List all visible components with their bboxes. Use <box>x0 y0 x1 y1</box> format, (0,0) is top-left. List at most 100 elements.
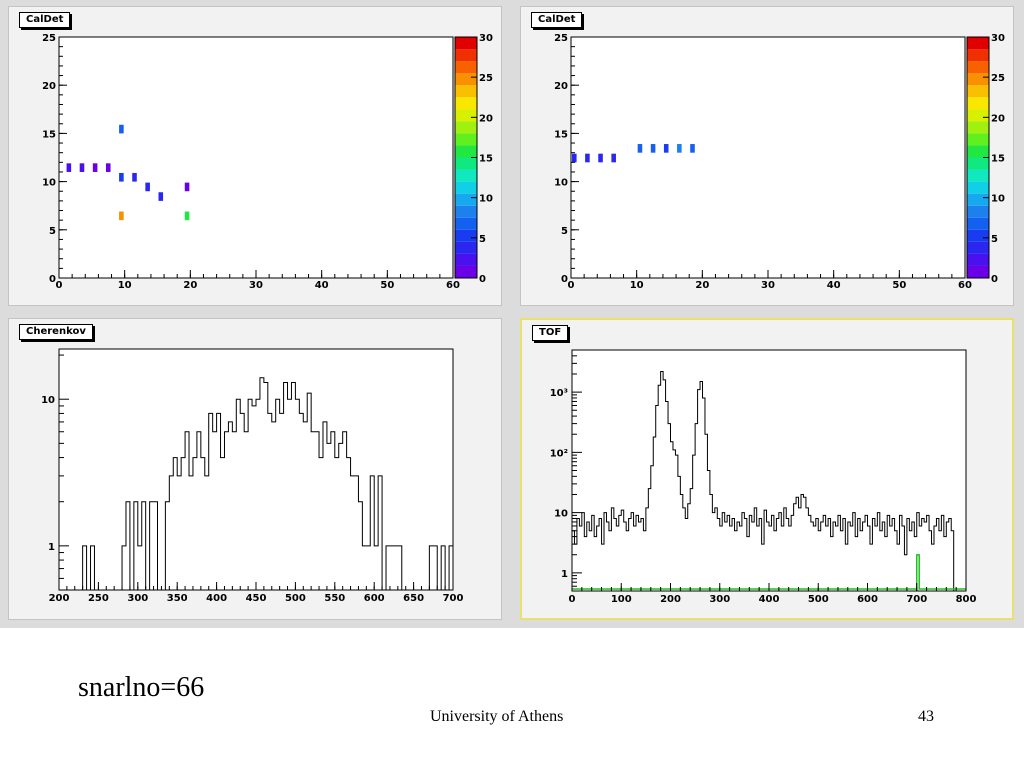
palette-tick-label: 15 <box>479 154 493 165</box>
x-tick-label: 700 <box>443 593 464 604</box>
histogram-line <box>59 377 454 591</box>
palette-swatch <box>967 205 989 218</box>
heatmap-cell <box>119 172 124 182</box>
palette-swatch <box>455 253 477 266</box>
x-tick-label: 0 <box>568 280 575 291</box>
caldet-pad-1[interactable]: CalDet 0 10 20 30 40 50 60 0 5 10 15 20 25 0 5 10 15 20 25… <box>8 6 502 306</box>
x-tick-label: 800 <box>956 594 977 605</box>
palette-swatch <box>455 145 477 158</box>
run-number-caption: snarlno=66 <box>78 672 205 703</box>
heatmap-cell <box>119 124 124 134</box>
heatmap-cell <box>145 182 150 192</box>
palette-swatch <box>967 85 989 98</box>
palette-swatch <box>967 61 989 74</box>
plot-frame <box>58 36 454 279</box>
x-tick-label: 450 <box>246 593 267 604</box>
pad-title-tof[interactable]: TOF <box>532 325 569 341</box>
palette-tick-label: 25 <box>479 73 493 84</box>
palette-tick-label: 30 <box>991 33 1005 44</box>
palette-swatch <box>455 49 477 62</box>
organization-footer: University of Athens <box>430 708 564 725</box>
heatmap-cell <box>585 153 590 163</box>
histogram-line <box>571 370 955 591</box>
x-tick-label: 30 <box>761 280 775 291</box>
heatmap-cell <box>79 163 85 172</box>
pad-title-caldet-2[interactable]: CalDet <box>531 12 583 28</box>
chart-svg: 0 10 20 30 40 50 60 0 5 10 15 20 25 0 5 10 15 20 25 30 <box>554 33 1005 291</box>
heatmap-cell <box>119 211 124 221</box>
palette-swatch <box>967 97 989 110</box>
palette-swatch <box>455 73 477 86</box>
heatmap-cell <box>184 211 190 221</box>
cherenkov-pad[interactable]: Cherenkov 200 250 300 350 400 450 500 550 600 650… <box>8 318 502 620</box>
x-tick-label: 650 <box>403 593 424 604</box>
x-tick-label: 550 <box>324 593 345 604</box>
y-tick-label: 0 <box>49 274 56 285</box>
x-tick-label: 10 <box>118 280 132 291</box>
palette-tick-label: 0 <box>991 274 998 285</box>
heatmap-cell <box>663 144 669 153</box>
palette-swatch <box>455 241 477 254</box>
heatmap-cell <box>572 153 577 163</box>
heatmap-cell <box>158 192 164 201</box>
palette-swatch <box>967 181 989 194</box>
y-tick-label: 5 <box>561 226 568 237</box>
palette-swatch <box>455 229 477 242</box>
x-tick-label: 100 <box>611 594 632 605</box>
palette-tick-label: 20 <box>991 113 1005 124</box>
x-tick-label: 400 <box>206 593 227 604</box>
heatmap-cell <box>598 153 603 163</box>
palette-tick-label: 0 <box>479 274 486 285</box>
y-tick-label: 10 <box>554 178 568 189</box>
chart-svg: 200 250 300 350 400 450 500 550 600 650 700 1 10 <box>41 348 464 604</box>
x-tick-label: 250 <box>88 593 109 604</box>
palette-swatch <box>967 121 989 134</box>
y-tick-label: 0 <box>561 274 568 285</box>
palette-swatch <box>455 181 477 194</box>
y-tick-label: 20 <box>554 81 568 92</box>
palette-swatch <box>455 265 477 278</box>
palette-swatch <box>455 61 477 74</box>
pad-title-caldet-1[interactable]: CalDet <box>19 12 71 28</box>
heatmap-cell <box>611 153 616 163</box>
x-tick-label: 700 <box>906 594 927 605</box>
x-tick-label: 40 <box>315 280 329 291</box>
x-tick-label: 20 <box>695 280 709 291</box>
palette-swatch <box>967 241 989 254</box>
palette-swatch <box>967 229 989 242</box>
x-tick-label: 50 <box>892 280 906 291</box>
y-tick-label: 10 <box>41 395 55 406</box>
palette-swatch <box>967 253 989 266</box>
x-tick-label: 500 <box>808 594 829 605</box>
y-tick-label: 10³ <box>550 388 568 399</box>
x-tick-label: 600 <box>364 593 385 604</box>
chart-svg: 0 100 200 300 400 500 600 700 800 1 10 10² 10³ <box>550 349 977 605</box>
heatmap-cell <box>677 144 682 153</box>
plot-frame <box>570 36 966 279</box>
y-tick-label: 20 <box>42 81 56 92</box>
caldet-pad-2[interactable]: CalDet 0 10 20 30 40 50 60 0 5 10 15 20 25 0 5 10 15 20 25… <box>520 6 1014 306</box>
x-tick-label: 0 <box>569 594 576 605</box>
heatmap-cell <box>184 182 190 192</box>
chart-svg: 0 10 20 30 40 50 60 0 5 10 15 20 25 0 5 10 15 20 25 30 <box>42 33 493 291</box>
plot-frame <box>571 349 967 592</box>
heatmap-cell <box>66 163 72 172</box>
y-tick-label: 15 <box>42 129 56 140</box>
palette-tick-label: 10 <box>991 194 1005 205</box>
x-tick-label: 60 <box>446 280 460 291</box>
y-tick-label: 10 <box>42 178 56 189</box>
tof-pad[interactable]: TOF 0 100 200 300 400 500 600 700 800 1 10 10² 10³ <box>520 318 1014 620</box>
palette-swatch <box>967 217 989 230</box>
palette-tick-label: 15 <box>991 154 1005 165</box>
palette-swatch <box>967 145 989 158</box>
heatmap-cell <box>105 163 111 172</box>
pad-title-cherenkov[interactable]: Cherenkov <box>19 324 93 340</box>
x-tick-label: 600 <box>857 594 878 605</box>
palette-tick-label: 20 <box>479 113 493 124</box>
palette-swatch <box>967 169 989 182</box>
y-tick-label: 10² <box>550 448 568 459</box>
page-number: 43 <box>918 708 934 725</box>
palette-swatch <box>967 73 989 86</box>
x-tick-label: 60 <box>958 280 972 291</box>
palette-swatch <box>455 37 477 50</box>
